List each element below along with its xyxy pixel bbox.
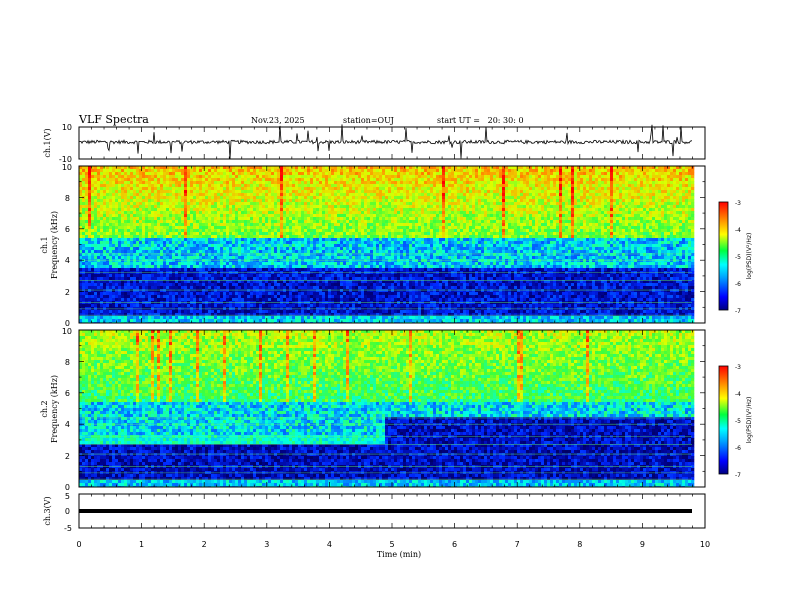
axis-ticks [78,127,706,528]
x-tick-label-7: 7 [515,540,520,549]
x-tick-label-8: 8 [577,540,582,549]
ch2-spectrogram-image [79,330,695,487]
ch1-waveform-panel: 10 -10 ch.1(V) [43,123,706,164]
x-tick-label-10: 10 [700,540,710,549]
x-axis-labels: 0 1 2 3 4 5 6 7 8 9 10 [76,540,710,549]
ch3-ytick-m5: -5 [64,524,72,533]
ch2-spec-ylabel: ch.2 [40,400,49,417]
cb1-tick-m5: -5 [735,254,741,261]
cb1-label: log(PSD)(V²/Hz) [746,233,753,280]
cb2-tick-m5: -5 [735,418,741,425]
cb2-tick-m6: -6 [735,445,741,452]
x-tick-label-5: 5 [389,540,394,549]
cb2-tick-m4: -4 [735,391,741,398]
ch1-ytick-2: 2 [65,288,70,297]
x-axis-title: Time (min) [377,550,421,559]
ch3-ytick-0: 0 [65,507,70,516]
cb2-tick-m3: -3 [735,364,741,371]
x-tick-label-9: 9 [640,540,645,549]
ch1-colorbar [718,201,729,311]
ch1-ytick-8: 8 [65,194,70,203]
station-label: station=OUJ [343,116,394,125]
ch1-spec-ylabel: ch.1 [40,236,49,253]
x-tick-label-1: 1 [139,540,144,549]
cb1-tick-m4: -4 [735,227,741,234]
x-tick-label-0: 0 [76,540,81,549]
ch1-ytick-4: 4 [65,256,70,265]
ch1-wave-ylabel: ch.1(V) [43,128,52,157]
figure-title: VLF Spectra [78,113,149,126]
cb1-tick-m6: -6 [735,281,741,288]
ch2-spec-ylabel-freq: Frequency (kHz) [50,375,59,443]
ch2-colorbar [718,365,729,475]
ch2-ytick-10: 10 [62,327,72,336]
ch2-ytick-8: 8 [65,358,70,367]
ch2-ytick-0: 0 [65,483,70,492]
ch1-spectrogram-image [79,166,695,323]
ch1-spectrogram-panel: 0 2 4 6 8 10 ch.1 Frequency (kHz) -3 -4 … [40,163,753,328]
cb2-tick-m7: -7 [735,472,741,479]
ch2-ytick-6: 6 [65,389,70,398]
start-ut-label: start UT = 20: 30: 0 [437,116,524,125]
cb1-tick-m3: -3 [735,200,741,207]
ch2-spectrogram-panel: 0 2 4 6 8 10 ch.2 Frequency (kHz) -3 -4 … [40,327,753,492]
x-tick-label-6: 6 [452,540,457,549]
date-label: Nov.23, 2025 [251,116,305,125]
ch3-wave-ylabel: ch.3(V) [43,496,52,525]
ch2-ytick-2: 2 [65,452,70,461]
ch3-ytick-5: 5 [65,492,70,501]
ch1-ytick-top: 10 [62,123,72,132]
ch1-ytick-6: 6 [65,225,70,234]
cb1-tick-m7: -7 [735,308,741,315]
x-tick-label-4: 4 [327,540,332,549]
ch1-ytick-0: 0 [65,319,70,328]
ch1-ytick-bottom: -10 [59,155,72,164]
ch3-waveform-panel: 5 0 -5 ch.3(V) [43,492,706,533]
cb2-label: log(PSD)(V²/Hz) [746,397,753,444]
ch2-ytick-4: 4 [65,420,70,429]
ch1-waveform-line [79,124,692,160]
x-tick-label-3: 3 [264,540,269,549]
ch1-spec-ylabel-freq: Frequency (kHz) [50,211,59,279]
ch1-ytick-10: 10 [62,163,72,172]
x-tick-label-2: 2 [202,540,207,549]
